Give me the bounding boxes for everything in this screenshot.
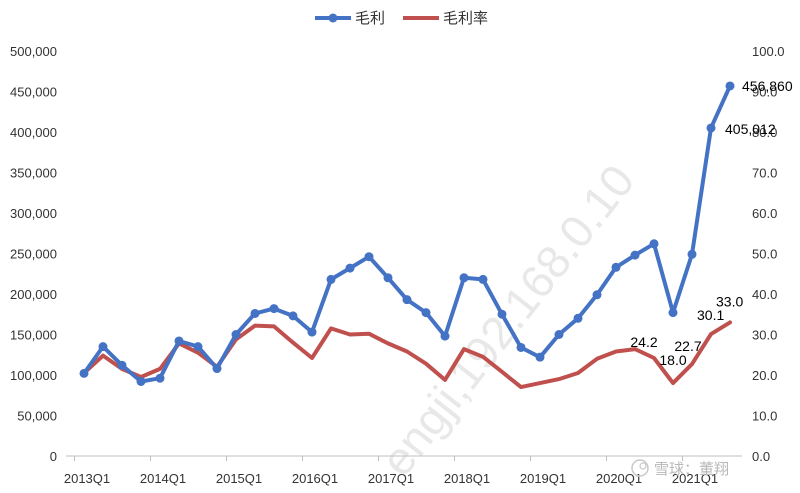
data-point bbox=[269, 304, 279, 314]
data-point bbox=[288, 311, 298, 321]
series-layer bbox=[79, 81, 735, 390]
y-right-tick-label: 40.0 bbox=[752, 287, 777, 302]
data-point bbox=[725, 81, 735, 91]
data-point bbox=[307, 327, 317, 337]
y-left-tick-label: 200,000 bbox=[10, 287, 57, 302]
snowball-logo-icon-inner bbox=[639, 462, 647, 470]
y-left-tick-label: 300,000 bbox=[10, 206, 57, 221]
data-point bbox=[459, 273, 469, 283]
data-point bbox=[117, 360, 127, 370]
y-right-tick-label: 30.0 bbox=[752, 328, 777, 343]
footer-layer: 雪球：董翔 bbox=[631, 459, 729, 478]
data-point bbox=[79, 368, 89, 378]
data-point bbox=[611, 262, 621, 272]
data-point bbox=[649, 239, 659, 249]
data-point bbox=[345, 263, 355, 273]
data-label: 22.7 bbox=[674, 338, 701, 354]
x-tick-label: 2016Q1 bbox=[292, 471, 338, 486]
data-label: 30.1 bbox=[697, 307, 724, 323]
x-tick-label: 2017Q1 bbox=[368, 471, 414, 486]
y-left-tick-label: 50,000 bbox=[17, 409, 57, 424]
y-left-tick-label: 250,000 bbox=[10, 247, 57, 262]
data-label: 24.2 bbox=[630, 334, 657, 350]
data-point bbox=[592, 290, 602, 300]
y-left-tick-label: 500,000 bbox=[10, 44, 57, 59]
data-point bbox=[687, 249, 697, 259]
y-right-tick-label: 60.0 bbox=[752, 206, 777, 221]
data-label: 18.0 bbox=[659, 352, 686, 368]
data-point bbox=[516, 342, 526, 352]
x-tick-label: 2021Q1 bbox=[672, 471, 718, 486]
y-right-tick-label: 70.0 bbox=[752, 166, 777, 181]
y-right-tick-label: 10.0 bbox=[752, 409, 777, 424]
y-left-tick-label: 0 bbox=[50, 449, 57, 464]
data-point bbox=[421, 308, 431, 318]
data-point bbox=[706, 123, 716, 133]
y-right-tick-label: 90.0 bbox=[752, 85, 777, 100]
legend: 毛利 毛利率 bbox=[315, 9, 488, 27]
y-right-tick-label: 0.0 bbox=[752, 449, 770, 464]
data-point bbox=[364, 252, 374, 262]
data-point bbox=[573, 313, 583, 323]
y-left-tick-label: 450,000 bbox=[10, 85, 57, 100]
y-left-tick-label: 100,000 bbox=[10, 368, 57, 383]
data-point bbox=[497, 309, 507, 319]
y-right-tick-label: 100.0 bbox=[752, 44, 785, 59]
data-point bbox=[231, 330, 241, 339]
data-point bbox=[155, 373, 165, 383]
data-labels-layer: 456,860 405,012 33.030.1 22.7 24.218.0 bbox=[630, 78, 792, 368]
y-right-tick-label: 80.0 bbox=[752, 125, 777, 140]
data-point bbox=[326, 274, 336, 284]
footer-source-text: 雪球：董翔 bbox=[654, 460, 729, 478]
data-point bbox=[174, 336, 184, 346]
y-left-tick-label: 350,000 bbox=[10, 166, 57, 181]
legend-marker bbox=[328, 13, 338, 23]
data-label: 33.0 bbox=[716, 293, 743, 309]
data-label: 456,860 bbox=[742, 78, 793, 94]
y-right-tick-label: 20.0 bbox=[752, 368, 777, 383]
data-point bbox=[98, 342, 108, 352]
data-point bbox=[402, 295, 412, 305]
data-point bbox=[250, 308, 260, 318]
x-tick-label: 2018Q1 bbox=[444, 471, 490, 486]
data-point bbox=[668, 308, 678, 318]
x-tick-label: 2014Q1 bbox=[140, 471, 186, 486]
data-label: 405,012 bbox=[725, 121, 776, 137]
data-point bbox=[383, 273, 393, 283]
x-tick-label: 2020Q1 bbox=[596, 471, 642, 486]
y-left-tick-label: 400,000 bbox=[10, 125, 57, 140]
axes-layer: 0 50,000 100,000 150,000 200,000 250,000 300,0… bbox=[10, 44, 785, 486]
data-point bbox=[535, 352, 545, 362]
data-point bbox=[630, 250, 640, 260]
data-point bbox=[136, 376, 146, 386]
snowball-logo-icon bbox=[631, 459, 649, 477]
data-point bbox=[554, 330, 564, 339]
data-point bbox=[478, 274, 488, 284]
x-tick-label: 2019Q1 bbox=[520, 471, 566, 486]
x-tick-label: 2015Q1 bbox=[216, 471, 262, 486]
legend-label: 毛利率 bbox=[443, 9, 488, 27]
data-point bbox=[193, 342, 203, 352]
legend-label: 毛利 bbox=[355, 9, 385, 27]
y-right-tick-label: 50.0 bbox=[752, 247, 777, 262]
data-point bbox=[440, 331, 450, 341]
data-point bbox=[212, 364, 222, 374]
y-left-tick-label: 150,000 bbox=[10, 328, 57, 343]
series-line-gross-margin bbox=[82, 320, 732, 390]
x-tick-label: 2013Q1 bbox=[64, 471, 110, 486]
